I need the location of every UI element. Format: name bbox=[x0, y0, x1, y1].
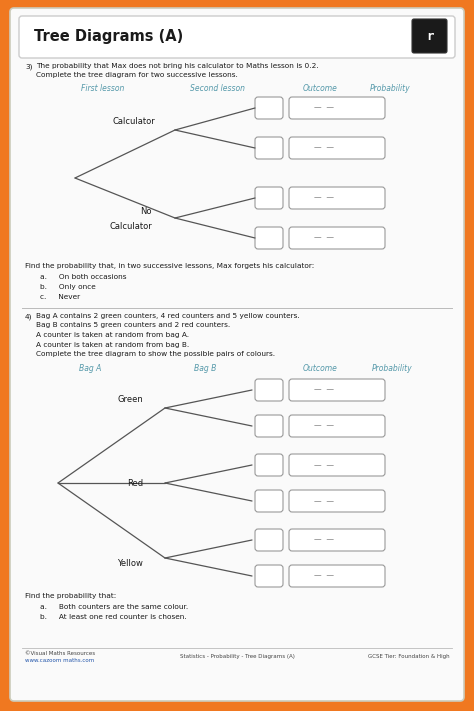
FancyBboxPatch shape bbox=[289, 415, 385, 437]
Text: —  —: — — bbox=[314, 193, 334, 203]
FancyBboxPatch shape bbox=[289, 565, 385, 587]
FancyBboxPatch shape bbox=[289, 454, 385, 476]
FancyBboxPatch shape bbox=[289, 379, 385, 401]
Text: —  —: — — bbox=[314, 422, 334, 430]
FancyBboxPatch shape bbox=[19, 16, 455, 58]
FancyBboxPatch shape bbox=[289, 529, 385, 551]
Text: Calculator: Calculator bbox=[112, 117, 155, 126]
Text: —  —: — — bbox=[314, 461, 334, 469]
FancyBboxPatch shape bbox=[255, 97, 283, 119]
FancyBboxPatch shape bbox=[412, 19, 447, 53]
Text: a.     On both occasions: a. On both occasions bbox=[40, 274, 127, 280]
Text: b.     Only once: b. Only once bbox=[40, 284, 96, 290]
Text: 4): 4) bbox=[25, 313, 33, 319]
FancyBboxPatch shape bbox=[255, 454, 283, 476]
FancyBboxPatch shape bbox=[255, 227, 283, 249]
Text: Statistics - Probability - Tree Diagrams (A): Statistics - Probability - Tree Diagrams… bbox=[180, 654, 294, 659]
Text: No: No bbox=[140, 207, 152, 216]
Text: —  —: — — bbox=[314, 144, 334, 152]
Text: Probability: Probability bbox=[370, 84, 410, 93]
FancyBboxPatch shape bbox=[255, 379, 283, 401]
Text: 3): 3) bbox=[25, 63, 33, 70]
Text: Complete the tree diagram to show the possible pairs of colours.: Complete the tree diagram to show the po… bbox=[36, 351, 275, 357]
FancyBboxPatch shape bbox=[255, 529, 283, 551]
Text: r: r bbox=[426, 29, 434, 43]
Text: Probability: Probability bbox=[372, 364, 412, 373]
Text: c.     Never: c. Never bbox=[40, 294, 80, 300]
Text: Find the probability that:: Find the probability that: bbox=[25, 593, 116, 599]
Text: ©Visual Maths Resources: ©Visual Maths Resources bbox=[25, 651, 95, 656]
Text: Tree Diagrams (A): Tree Diagrams (A) bbox=[34, 29, 183, 45]
Text: Bag B contains 5 green counters and 2 red counters.: Bag B contains 5 green counters and 2 re… bbox=[36, 323, 230, 328]
Text: Bag A contains 2 green counters, 4 red counters and 5 yellow counters.: Bag A contains 2 green counters, 4 red c… bbox=[36, 313, 300, 319]
Text: Yellow: Yellow bbox=[117, 559, 143, 568]
Text: a.     Both counters are the same colour.: a. Both counters are the same colour. bbox=[40, 604, 188, 610]
Text: —  —: — — bbox=[314, 496, 334, 506]
Text: Outcome: Outcome bbox=[302, 364, 337, 373]
Text: —  —: — — bbox=[314, 572, 334, 580]
FancyBboxPatch shape bbox=[255, 565, 283, 587]
FancyBboxPatch shape bbox=[289, 490, 385, 512]
Text: First lesson: First lesson bbox=[82, 84, 125, 93]
Text: —  —: — — bbox=[314, 535, 334, 545]
Text: Second lesson: Second lesson bbox=[191, 84, 246, 93]
Text: Find the probability that, in two successive lessons, Max forgets his calculator: Find the probability that, in two succes… bbox=[25, 263, 314, 269]
Text: A counter is taken at random from bag B.: A counter is taken at random from bag B. bbox=[36, 341, 189, 348]
Text: GCSE Tier: Foundation & High: GCSE Tier: Foundation & High bbox=[368, 654, 450, 659]
Text: Red: Red bbox=[127, 479, 143, 488]
Text: Calculator: Calculator bbox=[109, 222, 152, 231]
Text: —  —: — — bbox=[314, 385, 334, 395]
Text: www.cazoom maths.com: www.cazoom maths.com bbox=[25, 658, 94, 663]
FancyBboxPatch shape bbox=[289, 227, 385, 249]
Text: A counter is taken at random from bag A.: A counter is taken at random from bag A. bbox=[36, 332, 189, 338]
Text: —  —: — — bbox=[314, 104, 334, 112]
FancyBboxPatch shape bbox=[255, 490, 283, 512]
Text: The probability that Max does not bring his calculator to Maths lesson is 0.2.: The probability that Max does not bring … bbox=[36, 63, 319, 69]
Text: Complete the tree diagram for two successive lessons.: Complete the tree diagram for two succes… bbox=[36, 72, 238, 78]
Text: Bag B: Bag B bbox=[194, 364, 216, 373]
FancyBboxPatch shape bbox=[10, 8, 464, 701]
FancyBboxPatch shape bbox=[289, 187, 385, 209]
Text: Green: Green bbox=[117, 395, 143, 404]
FancyBboxPatch shape bbox=[289, 97, 385, 119]
Text: Bag A: Bag A bbox=[79, 364, 101, 373]
FancyBboxPatch shape bbox=[255, 415, 283, 437]
Text: —  —: — — bbox=[314, 233, 334, 242]
Text: Outcome: Outcome bbox=[302, 84, 337, 93]
FancyBboxPatch shape bbox=[255, 137, 283, 159]
FancyBboxPatch shape bbox=[255, 187, 283, 209]
FancyBboxPatch shape bbox=[289, 137, 385, 159]
Text: b.     At least one red counter is chosen.: b. At least one red counter is chosen. bbox=[40, 614, 187, 620]
